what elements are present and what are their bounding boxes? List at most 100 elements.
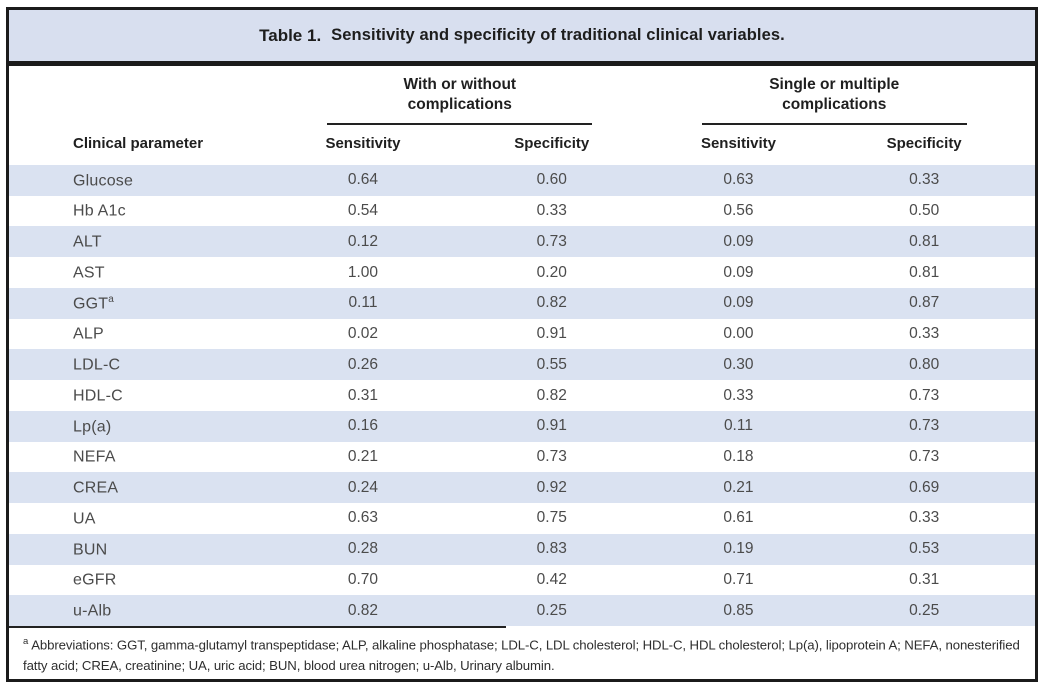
column-group-row: With or without complications Single or … — [9, 75, 1035, 125]
footnote-superscript: a — [23, 636, 29, 647]
table-body: Glucose 0.64 0.60 0.63 0.33 Hb A1c 0.54 … — [9, 165, 1035, 627]
table-row: HDL-C 0.31 0.82 0.33 0.73 — [9, 380, 1035, 411]
sensitivity-1-cell: 0.82 — [347, 601, 379, 619]
sensitivity-2-cell: 0.09 — [723, 232, 754, 250]
table-row: CREA 0.24 0.92 0.21 0.69 — [9, 472, 1035, 504]
footnote-text: Abbreviations: GGT, gamma-glutamyl trans… — [23, 637, 1020, 673]
column-header-specificity-2: Specificity — [886, 134, 962, 152]
column-group-2-label: Single or multiple complications — [769, 76, 900, 113]
column-header-sensitivity-2: Sensitivity — [700, 134, 776, 152]
sensitivity-1-cell: 0.26 — [347, 355, 379, 373]
specificity-1-cell: 0.92 — [536, 478, 567, 496]
table-row: Lp(a) 0.16 0.91 0.11 0.73 — [9, 410, 1035, 442]
sensitivity-2-cell: 0.11 — [723, 417, 753, 435]
specificity-2-cell: 0.87 — [909, 294, 940, 312]
table-row: Hb A1c 0.54 0.33 0.56 0.50 — [9, 196, 1035, 227]
specificity-1-cell: 0.73 — [536, 447, 567, 465]
column-group-1: With or without complications — [286, 75, 664, 125]
parameter-cell: Lp(a) — [73, 417, 112, 435]
specificity-2-cell: 0.81 — [909, 263, 940, 281]
table-bottom-rule — [9, 626, 506, 628]
parameter-cell: GGTa — [73, 293, 115, 312]
sensitivity-2-cell: 0.56 — [723, 202, 754, 220]
specificity-2-cell: 0.33 — [909, 509, 940, 527]
specificity-2-cell: 0.53 — [909, 540, 940, 558]
table-title-bar: Table 1. Sensitivity and specificity of … — [9, 10, 1035, 66]
parameter-cell: Glucose — [73, 172, 134, 190]
table-row: BUN 0.28 0.83 0.19 0.53 — [9, 533, 1035, 565]
table-footnote: a Abbreviations: GGT, gamma-glutamyl tran… — [9, 628, 1035, 676]
specificity-2-cell: 0.25 — [909, 601, 940, 619]
table-header: With or without complications Single or … — [9, 66, 1035, 165]
specificity-2-cell: 0.80 — [909, 355, 940, 373]
parameter-cell: ALT — [73, 233, 102, 251]
parameter-cell: Hb A1c — [73, 202, 126, 220]
table-row: Glucose 0.64 0.60 0.63 0.33 — [9, 165, 1035, 196]
specificity-2-cell: 0.73 — [909, 386, 940, 404]
parameter-cell: CREA — [73, 479, 119, 497]
sensitivity-1-cell: 0.64 — [347, 171, 379, 189]
specificity-1-cell: 0.42 — [536, 570, 567, 588]
sensitivity-2-cell: 0.00 — [723, 325, 754, 343]
specificity-1-cell: 0.73 — [536, 232, 567, 250]
column-group-2-rule — [701, 122, 967, 125]
table-row: ALT 0.12 0.73 0.09 0.81 — [9, 226, 1035, 258]
sensitivity-1-cell: 0.24 — [347, 478, 379, 496]
column-group-1-label: With or without complications — [403, 76, 517, 113]
column-group-1-rule — [327, 122, 593, 125]
parameter-cell: UA — [73, 510, 96, 528]
sensitivity-2-cell: 0.09 — [723, 294, 754, 312]
parameter-cell: NEFA — [73, 448, 116, 466]
specificity-1-cell: 0.55 — [536, 355, 567, 373]
table-row: AST 1.00 0.20 0.09 0.81 — [9, 257, 1035, 288]
sensitivity-2-cell: 0.85 — [723, 601, 754, 619]
specificity-2-cell: 0.73 — [909, 447, 940, 465]
specificity-2-cell: 0.31 — [909, 570, 940, 588]
specificity-1-cell: 0.82 — [536, 294, 567, 312]
sensitivity-1-cell: 0.16 — [347, 417, 379, 435]
parameter-cell: eGFR — [73, 571, 117, 589]
table-title-text: Sensitivity and specificity of tradition… — [331, 26, 785, 44]
parameter-cell: BUN — [73, 540, 108, 558]
sensitivity-1-cell: 0.54 — [347, 202, 379, 220]
sensitivity-1-cell: 0.02 — [347, 325, 379, 343]
specificity-1-cell: 0.82 — [536, 386, 567, 404]
sensitivity-1-cell: 0.21 — [347, 447, 379, 465]
specificity-2-cell: 0.73 — [909, 417, 940, 435]
column-group-2: Single or multiple complications — [664, 75, 1035, 125]
parameter-cell: u-Alb — [73, 602, 112, 620]
specificity-1-cell: 0.20 — [536, 263, 567, 281]
table-row: eGFR 0.70 0.42 0.71 0.31 — [9, 565, 1035, 596]
sensitivity-2-cell: 0.18 — [723, 447, 754, 465]
sensitivity-1-cell: 0.70 — [347, 570, 379, 588]
parameter-cell: HDL-C — [73, 387, 123, 405]
specificity-1-cell: 0.91 — [536, 417, 567, 435]
specificity-1-cell: 0.25 — [536, 601, 567, 619]
sensitivity-1-cell: 1.00 — [347, 263, 379, 281]
specificity-2-cell: 0.33 — [909, 171, 940, 189]
specificity-2-cell: 0.33 — [909, 325, 940, 343]
column-header-parameter: Clinical parameter — [73, 134, 204, 152]
table-frame: Table 1. Sensitivity and specificity of … — [6, 7, 1038, 682]
parameter-cell: ALP — [73, 325, 104, 343]
sensitivity-2-cell: 0.71 — [723, 570, 754, 588]
sensitivity-2-cell: 0.19 — [723, 540, 754, 558]
table-row: GGTa 0.11 0.82 0.09 0.87 — [9, 287, 1035, 319]
table-row: ALP 0.02 0.91 0.00 0.33 — [9, 319, 1035, 350]
specificity-2-cell: 0.50 — [909, 202, 940, 220]
sensitivity-2-cell: 0.63 — [723, 171, 754, 189]
specificity-1-cell: 0.91 — [536, 325, 567, 343]
sensitivity-2-cell: 0.30 — [723, 355, 754, 373]
sensitivity-2-cell: 0.61 — [723, 509, 754, 527]
table-title-label: Table 1. — [259, 25, 322, 45]
table-row: LDL-C 0.26 0.55 0.30 0.80 — [9, 349, 1035, 381]
specificity-1-cell: 0.75 — [536, 509, 567, 527]
column-header-sensitivity-1: Sensitivity — [325, 134, 401, 152]
sensitivity-1-cell: 0.31 — [347, 386, 379, 404]
sensitivity-1-cell: 0.12 — [347, 232, 379, 250]
sensitivity-2-cell: 0.21 — [723, 478, 754, 496]
table-row: NEFA 0.21 0.73 0.18 0.73 — [9, 442, 1035, 473]
sensitivity-2-cell: 0.09 — [723, 263, 754, 281]
sensitivity-2-cell: 0.33 — [723, 386, 754, 404]
specificity-1-cell: 0.60 — [536, 171, 567, 189]
